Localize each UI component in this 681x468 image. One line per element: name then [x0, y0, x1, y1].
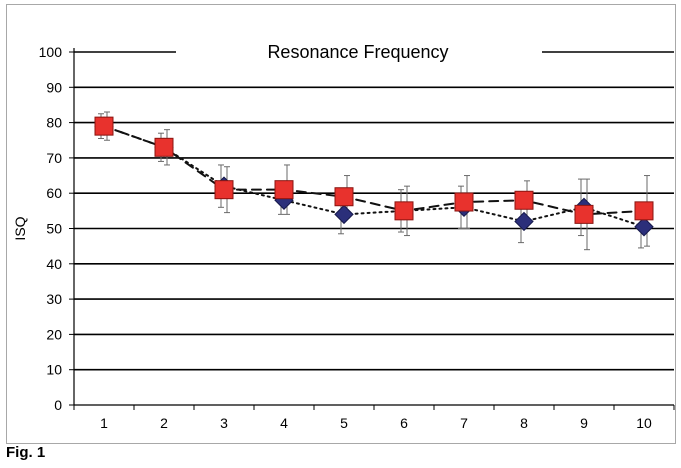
x-tick-label: 9 [580, 415, 588, 431]
diamond-point [514, 211, 534, 232]
x-tick-label: 2 [160, 415, 168, 431]
y-tick-label: 40 [46, 256, 62, 272]
y-tick-label: 10 [46, 362, 62, 378]
x-tick-label: 8 [520, 415, 528, 431]
x-tick-label: 4 [280, 415, 288, 431]
figure-label: Fig. 1 [6, 444, 46, 461]
series-line [103, 125, 645, 228]
x-tick-label: 1 [100, 415, 108, 431]
y-tick-label: 100 [39, 44, 63, 60]
diamond-point [634, 217, 654, 237]
square-point [514, 190, 534, 210]
y-tick-label: 0 [54, 397, 62, 413]
square-point [334, 187, 354, 207]
y-tick-label: 80 [46, 115, 62, 131]
x-tick-label: 3 [220, 415, 228, 431]
diamond-point [334, 204, 354, 225]
title-background [176, 30, 542, 62]
y-tick-label: 50 [46, 221, 62, 237]
square-point [94, 116, 114, 136]
square-point [454, 192, 474, 212]
square-point [274, 180, 294, 200]
series-line [103, 125, 645, 216]
square-point [214, 180, 234, 200]
chart-title: Resonance Frequency [267, 42, 448, 62]
square-point [634, 201, 654, 221]
x-tick-label: 6 [400, 415, 408, 431]
y-tick-label: 20 [46, 326, 62, 342]
x-tick-label: 5 [340, 415, 348, 431]
x-tick-label: 10 [636, 415, 652, 431]
square-point [574, 204, 594, 224]
square-point [394, 201, 414, 221]
y-tick-label: 90 [46, 79, 62, 95]
y-axis-label: ISQ [12, 216, 28, 240]
square-point [154, 137, 174, 157]
y-tick-label: 30 [46, 291, 62, 307]
x-tick-label: 7 [460, 415, 468, 431]
y-tick-label: 60 [46, 185, 62, 201]
y-tick-label: 70 [46, 150, 62, 166]
